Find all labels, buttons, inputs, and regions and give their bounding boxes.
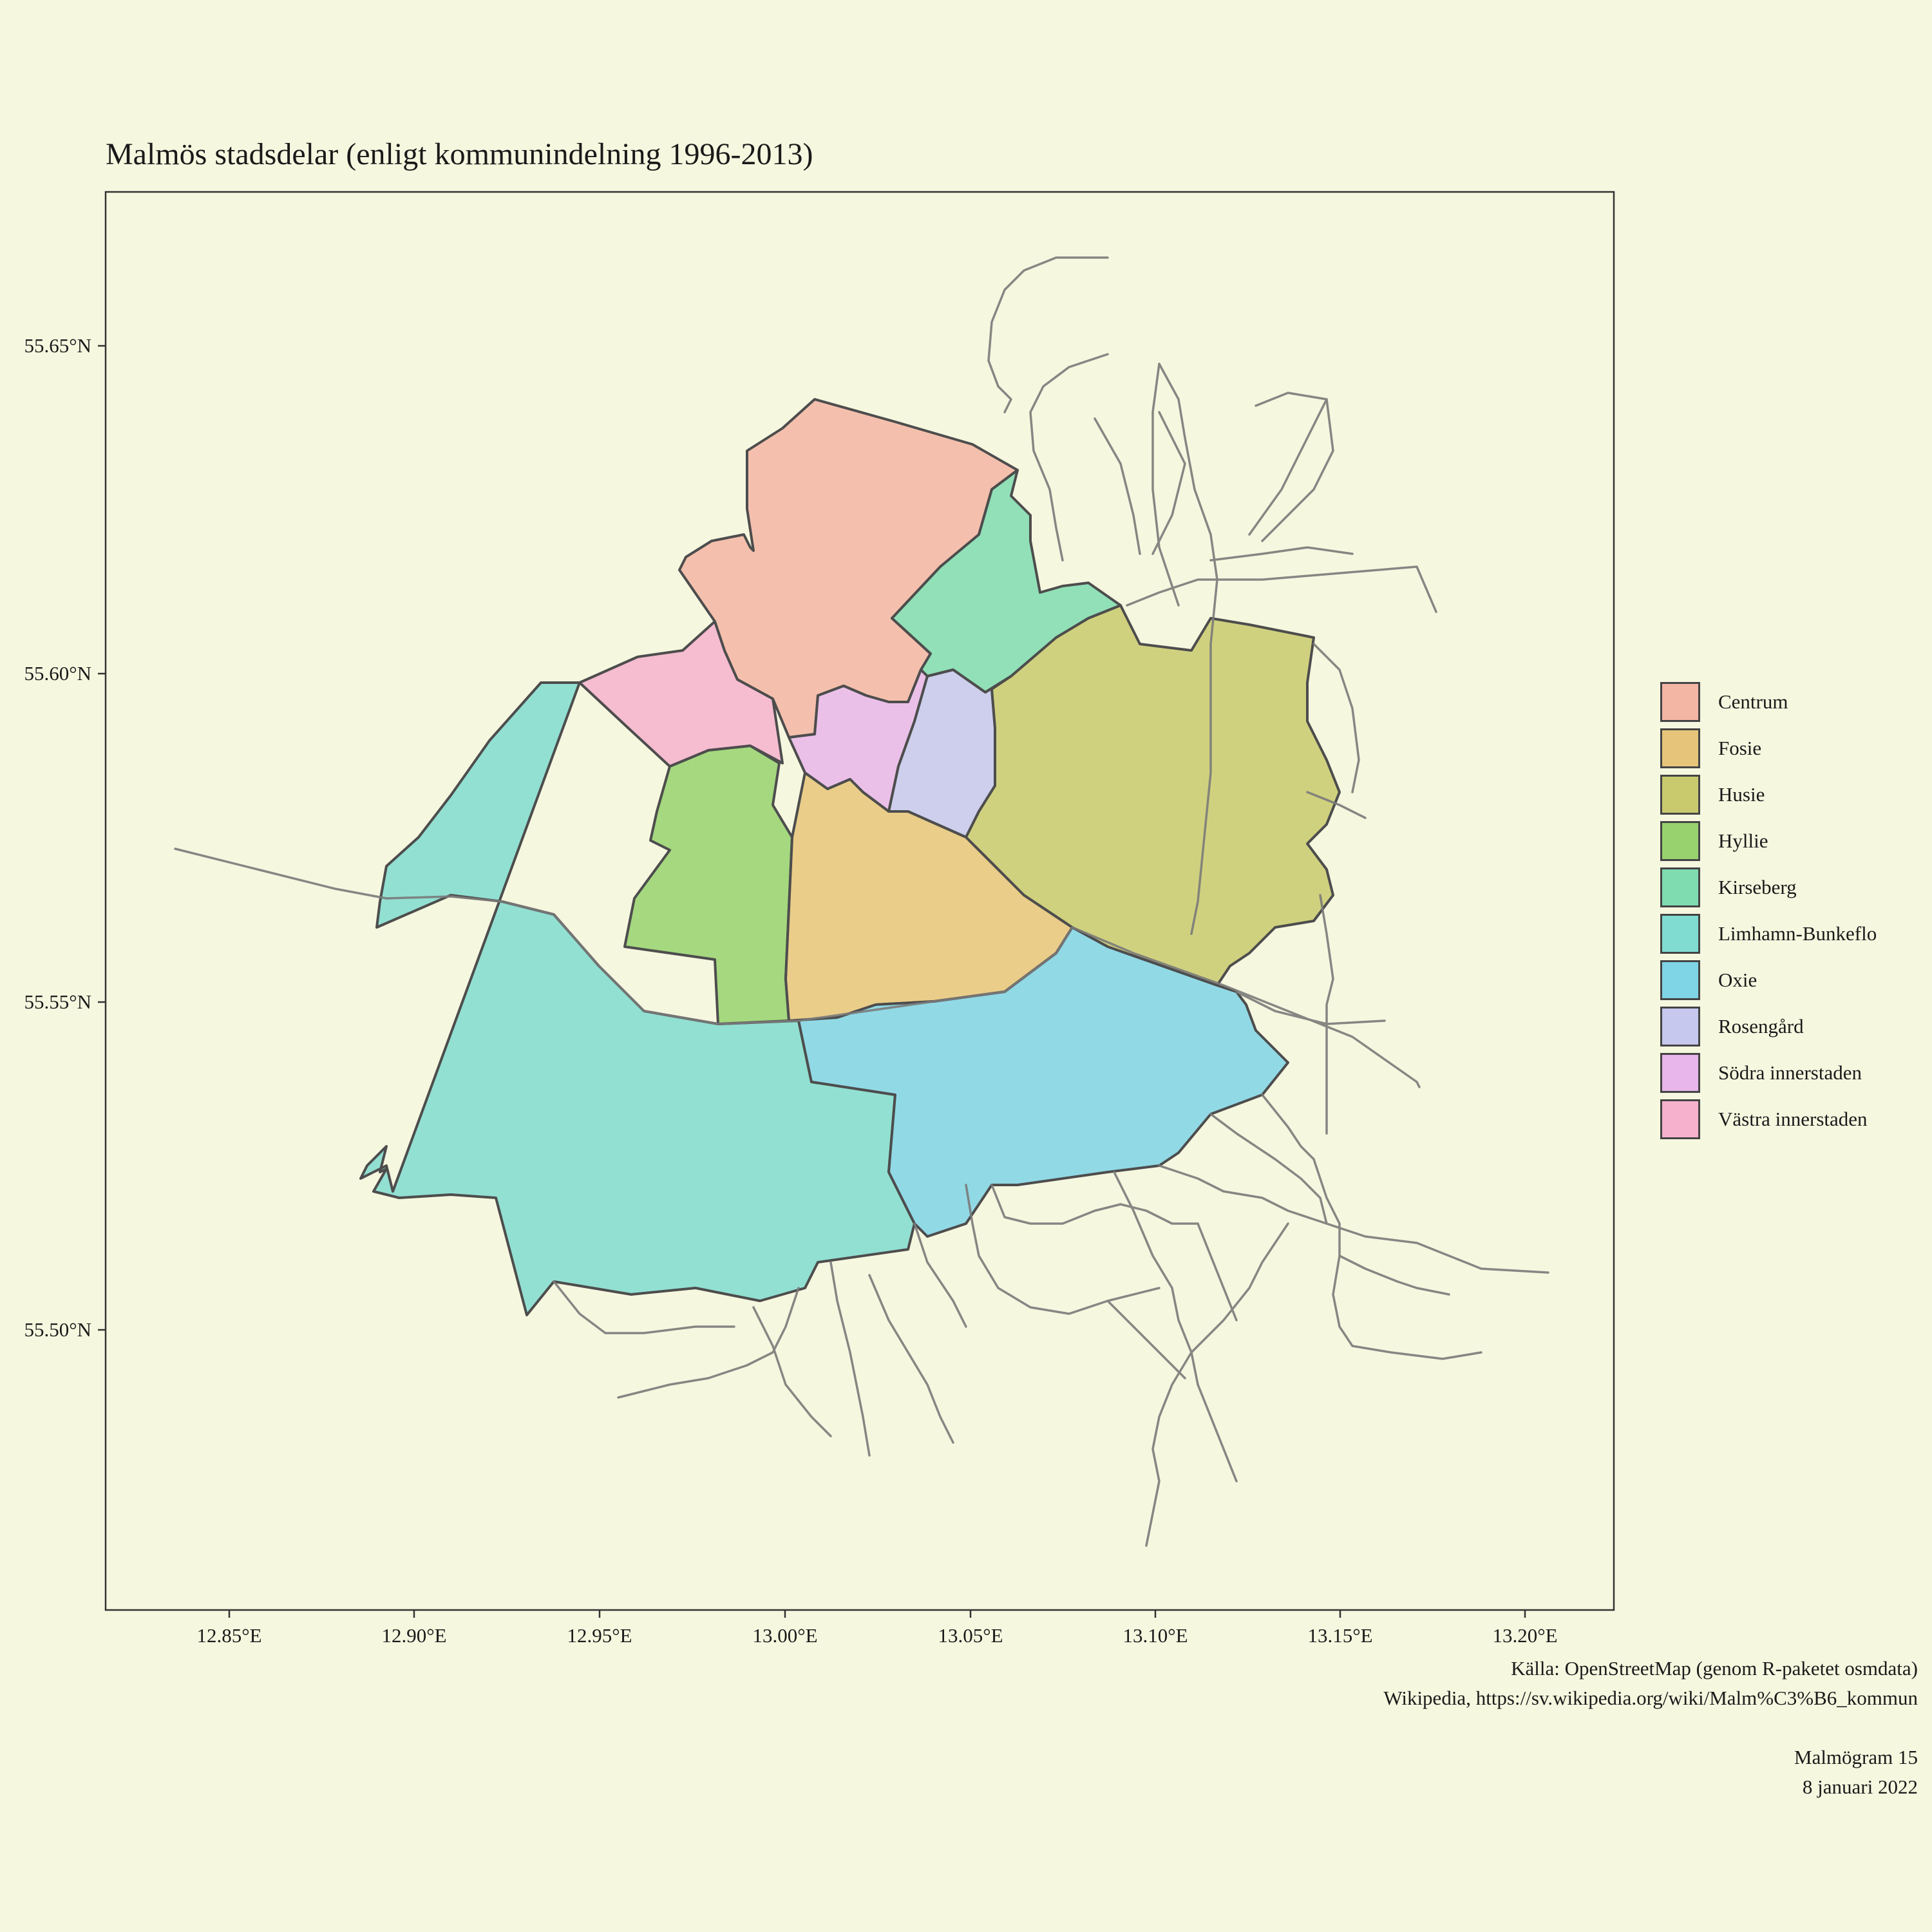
district-limhamn-bunkeflo bbox=[359, 681, 916, 1316]
district-husie bbox=[965, 604, 1341, 987]
legend-label: Fosie bbox=[1718, 737, 1762, 759]
y-tick-label: 55.50°N bbox=[24, 1318, 91, 1341]
legend-swatch bbox=[1660, 1099, 1700, 1139]
caption-date: 8 januari 2022 bbox=[1802, 1776, 1918, 1798]
legend-label: Centrum bbox=[1718, 690, 1788, 713]
legend-swatch bbox=[1660, 867, 1700, 907]
x-tick-label: 12.95°E bbox=[567, 1624, 632, 1647]
legend: Centrum Fosie Husie Hyllie Kirseberg Lim… bbox=[1660, 679, 1877, 1142]
legend-swatch bbox=[1660, 775, 1700, 815]
caption-spacer bbox=[1383, 1713, 1918, 1743]
caption-source: Källa: OpenStreetMap (genom R-paketet os… bbox=[1511, 1657, 1918, 1680]
legend-item-centrum: Centrum bbox=[1660, 679, 1877, 725]
legend-item-rosengard: Rosengård bbox=[1660, 1003, 1877, 1050]
y-tick-labels: 55.65°N 55.60°N 55.55°N 55.50°N bbox=[24, 334, 91, 1341]
legend-label: Husie bbox=[1718, 783, 1765, 806]
x-tick-label: 13.20°E bbox=[1492, 1624, 1557, 1647]
x-tick-label: 13.05°E bbox=[938, 1624, 1003, 1647]
x-tick-label: 13.10°E bbox=[1122, 1624, 1188, 1647]
x-tick-label: 12.90°E bbox=[381, 1624, 446, 1647]
legend-swatch bbox=[1660, 914, 1700, 954]
map-panel bbox=[104, 191, 1615, 1611]
road-network bbox=[174, 256, 1549, 1547]
legend-item-kirseberg: Kirseberg bbox=[1660, 864, 1877, 911]
legend-label: Oxie bbox=[1718, 969, 1757, 991]
x-tick-label: 12.85°E bbox=[196, 1624, 261, 1647]
legend-label: Kirseberg bbox=[1718, 876, 1797, 898]
legend-item-fosie: Fosie bbox=[1660, 725, 1877, 772]
legend-swatch bbox=[1660, 1053, 1700, 1093]
map-title: Malmös stadsdelar (enligt kommunindelnin… bbox=[106, 137, 813, 171]
y-axis bbox=[98, 345, 106, 1331]
y-tick-label: 55.65°N bbox=[24, 334, 91, 357]
legend-swatch bbox=[1660, 728, 1700, 768]
legend-swatch bbox=[1660, 1007, 1700, 1046]
x-tick-label: 13.00°E bbox=[752, 1624, 817, 1647]
legend-swatch bbox=[1660, 821, 1700, 861]
legend-label: Södra innerstaden bbox=[1718, 1061, 1862, 1084]
x-axis bbox=[228, 1610, 1526, 1618]
y-tick-label: 55.60°N bbox=[24, 662, 91, 685]
x-tick-labels: 12.85°E 12.90°E 12.95°E 13.00°E 13.05°E … bbox=[196, 1624, 1557, 1647]
legend-label: Hyllie bbox=[1718, 829, 1768, 852]
legend-item-sodra-innerstaden: Södra innerstaden bbox=[1660, 1050, 1877, 1096]
caption-series: Malmögram 15 bbox=[1794, 1746, 1918, 1768]
legend-label: Västra innerstaden bbox=[1718, 1108, 1868, 1130]
x-tick-label: 13.15°E bbox=[1307, 1624, 1372, 1647]
legend-item-limhamn-bunkeflo: Limhamn-Bunkeflo bbox=[1660, 911, 1877, 957]
legend-item-oxie: Oxie bbox=[1660, 957, 1877, 1003]
y-tick-label: 55.55°N bbox=[24, 990, 91, 1013]
legend-swatch bbox=[1660, 960, 1700, 1000]
legend-item-husie: Husie bbox=[1660, 772, 1877, 818]
legend-label: Limhamn-Bunkeflo bbox=[1718, 922, 1877, 945]
legend-item-hyllie: Hyllie bbox=[1660, 818, 1877, 864]
district-hyllie bbox=[623, 744, 793, 1025]
legend-swatch bbox=[1660, 682, 1700, 722]
caption: Källa: OpenStreetMap (genom R-paketet os… bbox=[1383, 1654, 1918, 1802]
legend-item-vastra-innerstaden: Västra innerstaden bbox=[1660, 1096, 1877, 1142]
caption-wikipedia: Wikipedia, https://sv.wikipedia.org/wiki… bbox=[1383, 1687, 1918, 1709]
legend-label: Rosengård bbox=[1718, 1015, 1804, 1037]
